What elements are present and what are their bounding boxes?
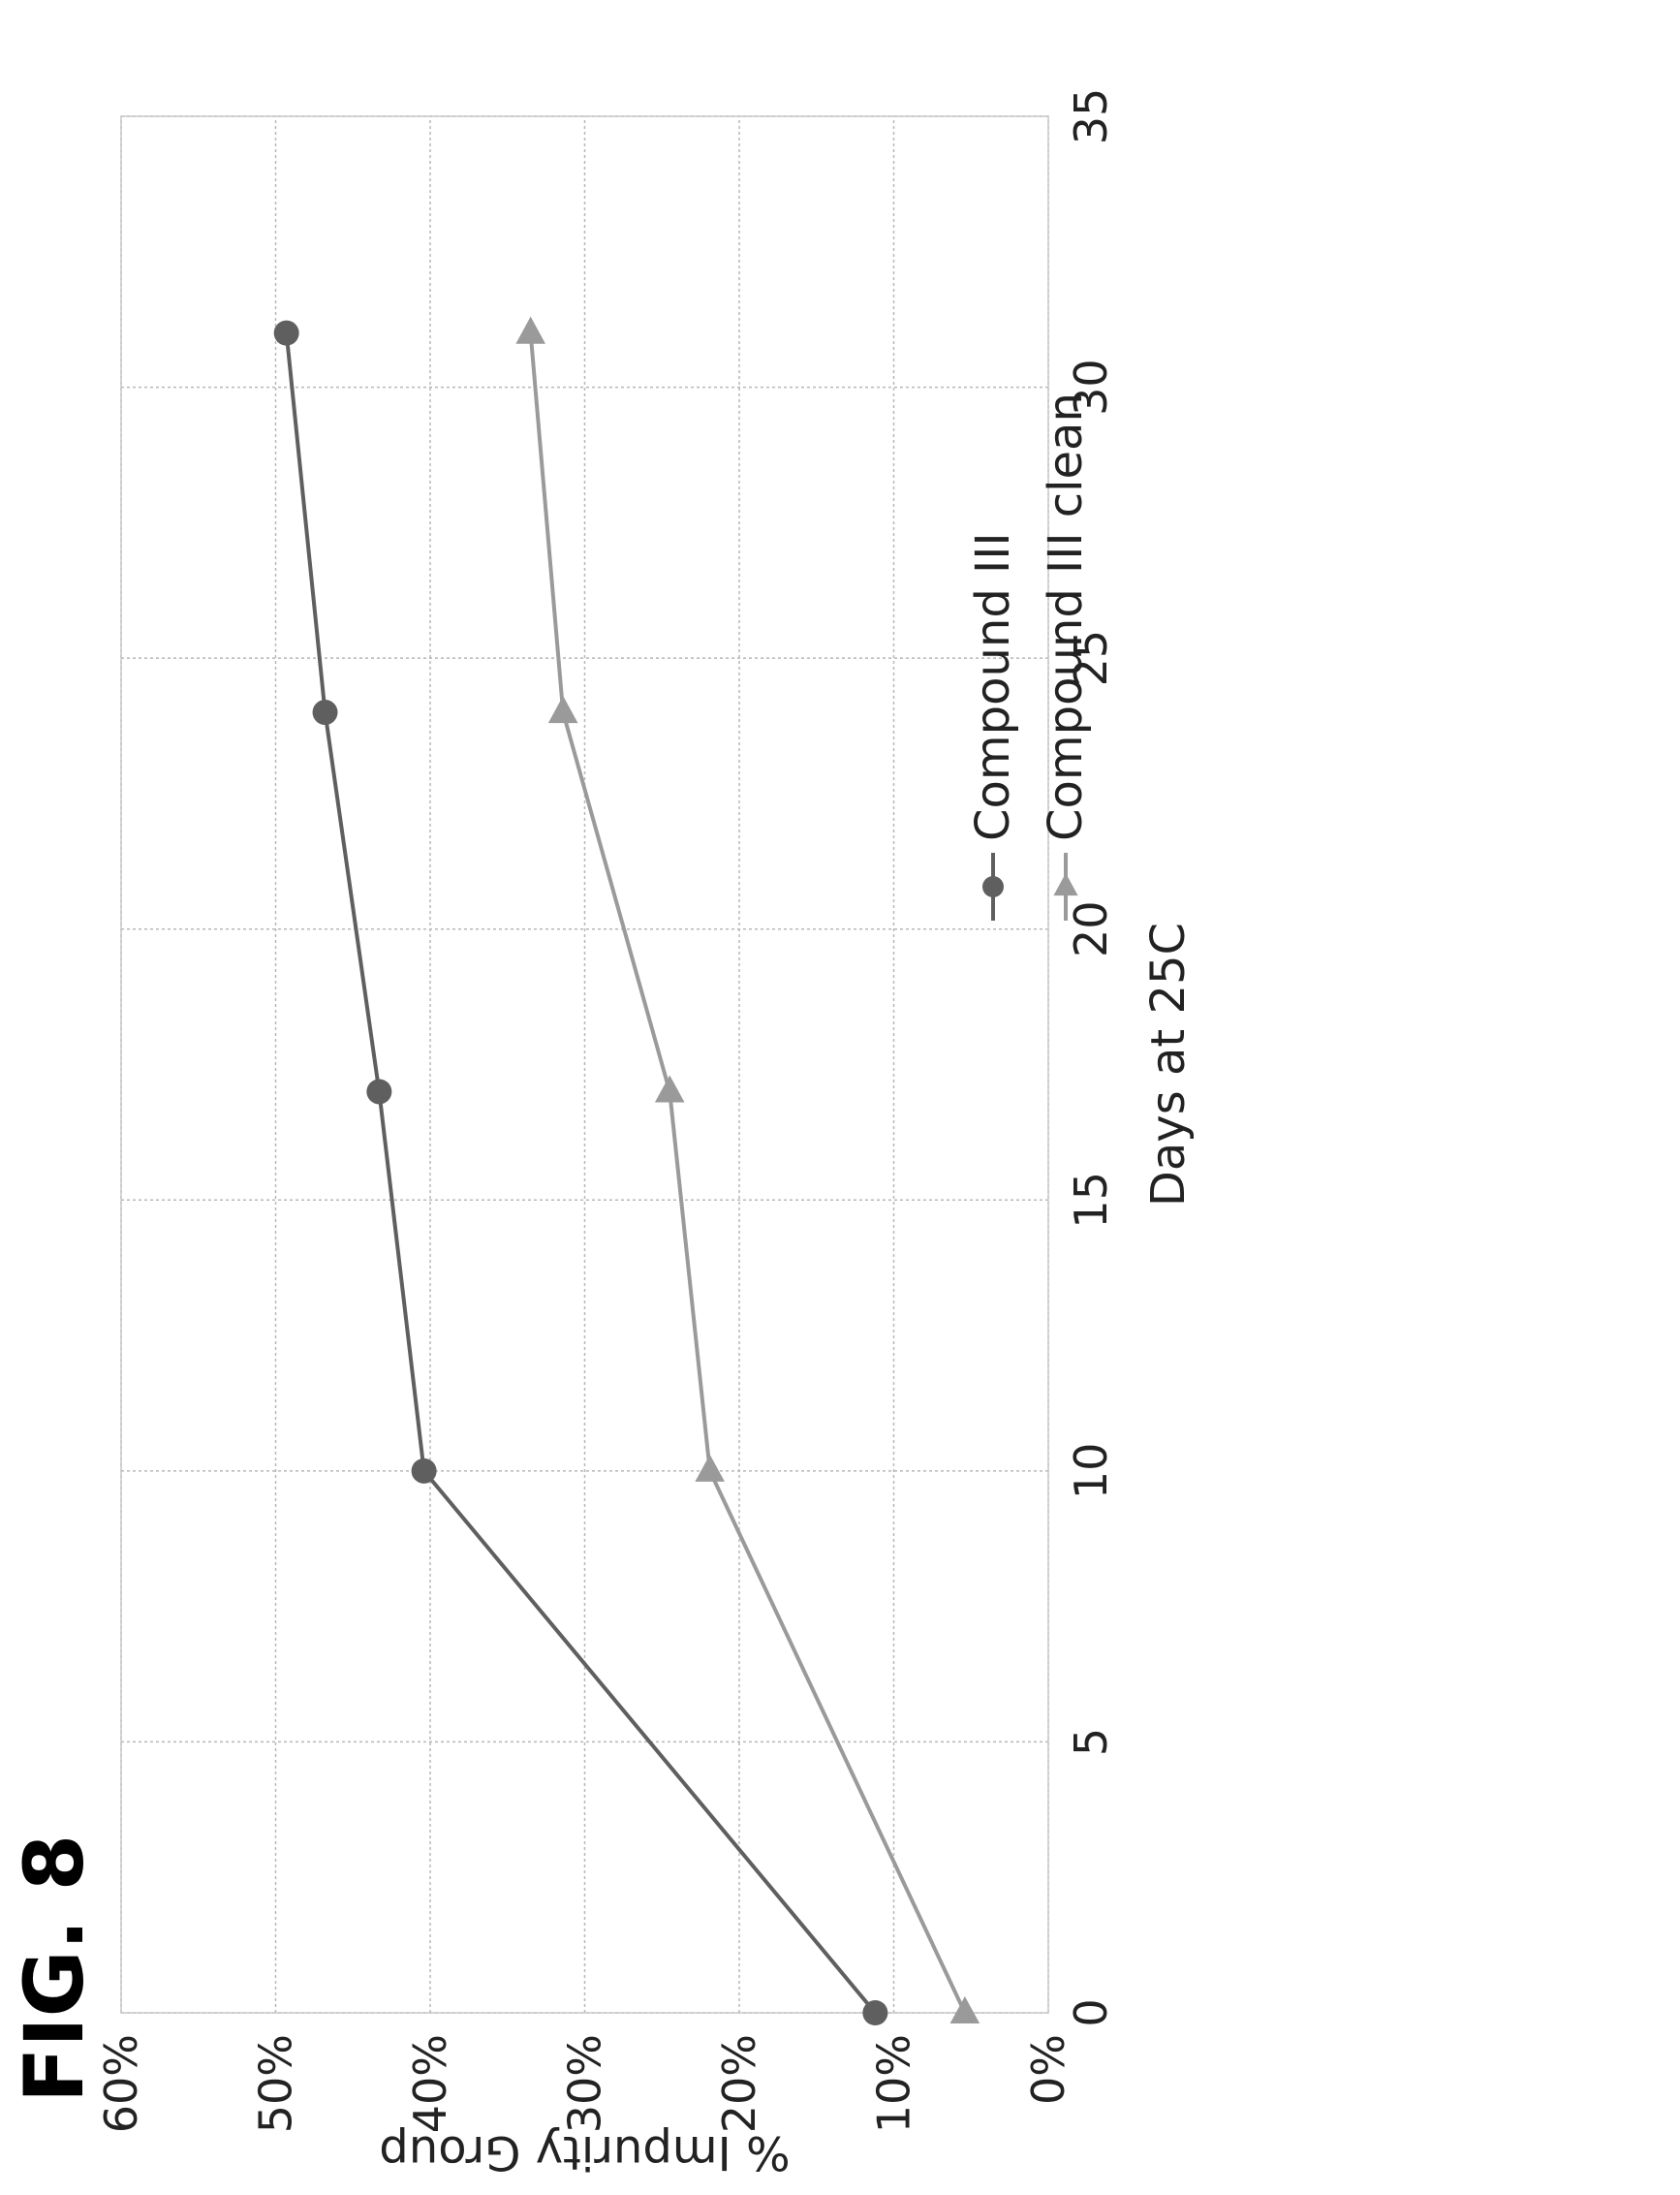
y-tick-label: 10%	[868, 2034, 920, 2133]
x-tick-label: 5	[1065, 1728, 1117, 1756]
data-point-triangle	[695, 1454, 725, 1482]
data-point-circle	[366, 1079, 392, 1105]
figure-label: FIG. 8	[7, 1834, 102, 2103]
legend-label-compound-iii-clean: Compound III clean	[1039, 392, 1093, 841]
legend-item-compound-iii: Compound III	[966, 532, 1020, 921]
y-tick-label: 60%	[95, 2034, 147, 2133]
data-point-triangle	[654, 1075, 685, 1103]
x-tick-label: 10	[1065, 1443, 1117, 1500]
data-point-circle	[273, 320, 299, 346]
y-tick-label: 50%	[250, 2034, 302, 2133]
x-tick-label: 0	[1065, 1998, 1117, 2026]
y-tick-label: 30%	[559, 2034, 611, 2133]
x-tick-label: 35	[1065, 88, 1117, 145]
legend-swatch-triangle-marker	[1053, 873, 1078, 896]
y-tick-label: 40%	[404, 2034, 456, 2133]
series-layer	[273, 316, 980, 2025]
x-tick-label: 30	[1065, 359, 1117, 416]
data-point-circle	[862, 2000, 888, 2025]
x-tick-label: 25	[1065, 630, 1117, 687]
data-point-circle	[411, 1458, 437, 1484]
y-tick-label: 20%	[713, 2034, 765, 2133]
series-compound-iii	[273, 320, 888, 2025]
y-axis-label: % Impurity Group	[379, 2125, 790, 2179]
legend-swatch-circle-marker	[982, 876, 1004, 897]
series-compound-iii-clean	[515, 316, 980, 2024]
data-point-circle	[312, 700, 338, 726]
legend: Compound III Compound III clean	[966, 392, 1093, 921]
x-axis-label: Days at 25C	[1141, 923, 1196, 1207]
x-tick-label: 20	[1065, 900, 1117, 957]
y-tick-label: 0%	[1022, 2034, 1074, 2105]
chart: 0 5 10 15 20 25 30 35 0% 10% 20% 30% 40% 50% 60% Days …	[95, 88, 1196, 2179]
legend-label-compound-iii: Compound III	[966, 532, 1020, 841]
data-point-triangle	[547, 696, 578, 724]
legend-item-compound-iii-clean: Compound III clean	[1039, 392, 1093, 921]
data-point-triangle	[949, 1996, 980, 2024]
x-tick-label: 15	[1065, 1172, 1117, 1229]
plot-area-border	[120, 115, 1049, 2014]
data-point-triangle	[515, 316, 545, 344]
tick-labels: 0 5 10 15 20 25 30 35 0% 10% 20% 30% 40% 50% 60%	[95, 88, 1117, 2134]
